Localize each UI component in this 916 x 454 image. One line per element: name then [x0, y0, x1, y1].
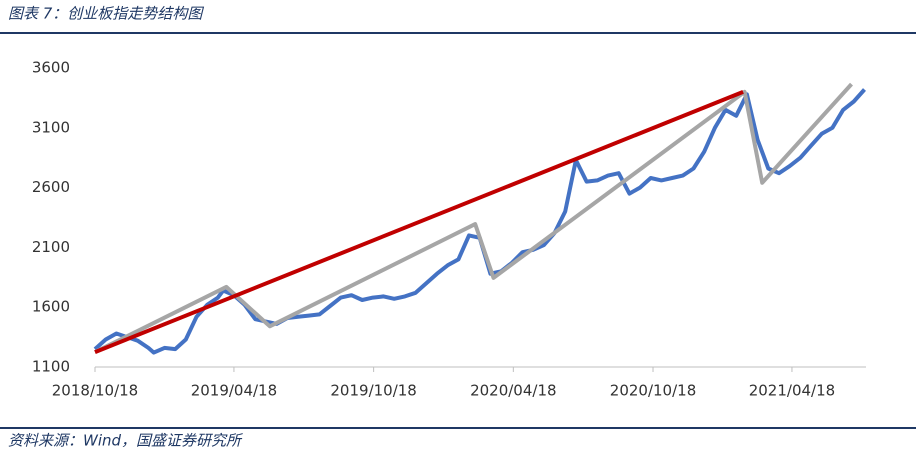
x-tick-label: 2019/10/18 [330, 382, 416, 400]
y-tick-label: 1600 [32, 298, 70, 316]
x-tick-label: 2018/10/18 [52, 382, 138, 400]
y-tick-label: 3600 [32, 59, 70, 77]
x-tick-label: 2019/04/18 [191, 382, 277, 400]
chart-title: 图表 7：创业板指走势结构图 [8, 5, 204, 23]
x-tick-label: 2021/04/18 [749, 382, 835, 400]
x-tick-label: 2020/04/18 [470, 382, 556, 400]
source-note: 资料来源：Wind，国盛证券研究所 [8, 432, 243, 450]
y-tick-label: 2100 [32, 238, 70, 256]
y-tick-label: 3100 [32, 118, 70, 136]
x-tick-label: 2020/10/18 [610, 382, 696, 400]
trend-line [94, 90, 744, 354]
y-tick-label: 2600 [32, 178, 70, 196]
index-line [93, 88, 866, 355]
trend-line [94, 82, 853, 354]
y-tick-label: 1100 [32, 358, 70, 376]
